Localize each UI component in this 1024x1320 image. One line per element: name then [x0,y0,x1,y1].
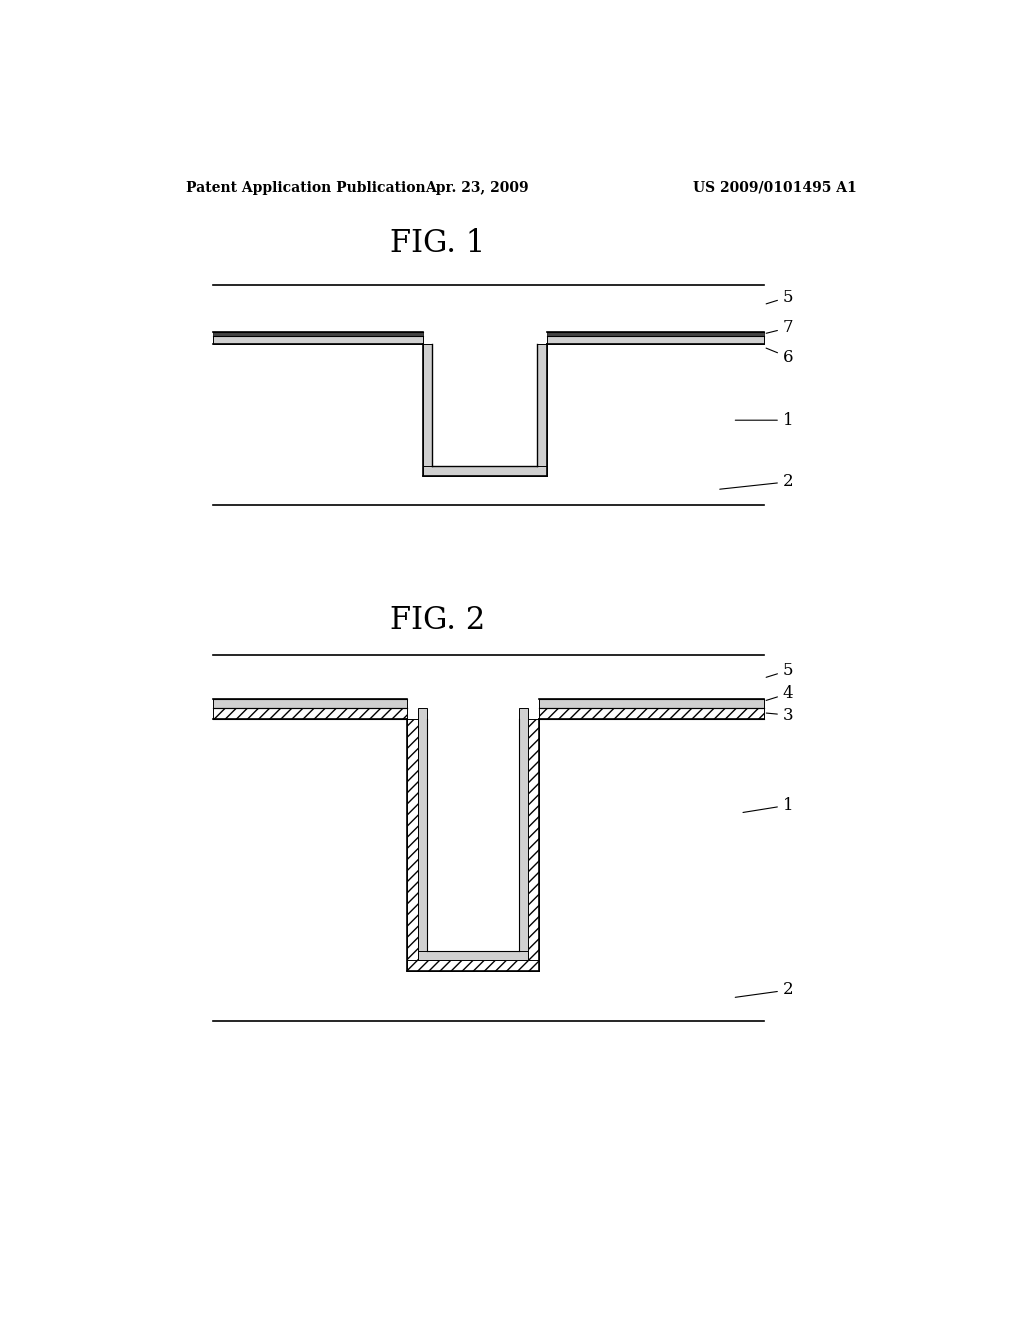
Text: 5: 5 [766,661,794,678]
Bar [432,337,538,466]
Text: US 2009/0101495 A1: US 2009/0101495 A1 [693,181,856,194]
Bar [547,345,764,506]
Bar [213,475,764,506]
Bar [547,331,764,337]
Bar [528,719,539,970]
Bar [539,708,764,719]
Bar [213,655,407,700]
Text: Patent Application Publication: Patent Application Publication [186,181,426,194]
Bar [213,708,407,719]
Text: Apr. 23, 2009: Apr. 23, 2009 [425,181,528,194]
Text: 4: 4 [766,685,794,702]
Bar [213,345,423,506]
Text: FIG. 1: FIG. 1 [390,227,485,259]
Bar [432,345,538,466]
Bar [423,345,432,475]
Bar [418,950,528,960]
Bar [432,345,537,466]
Bar [213,719,407,1020]
Bar [418,708,427,960]
Text: 3: 3 [766,706,794,723]
Bar [518,708,528,960]
Bar [547,337,764,345]
Bar [213,970,764,1020]
Bar [539,719,764,1020]
Bar [213,700,407,708]
Text: 1: 1 [735,412,794,429]
Text: 1: 1 [743,797,794,813]
Bar [539,655,764,700]
Text: FIG. 2: FIG. 2 [390,605,485,636]
Bar [213,337,423,345]
Text: 6: 6 [766,348,794,366]
Bar [407,960,539,970]
Bar [539,700,764,708]
Text: 2: 2 [720,474,794,490]
Bar [213,331,423,337]
Bar [213,285,423,331]
Text: 2: 2 [735,982,794,998]
Text: 5: 5 [766,289,794,305]
Bar [538,345,547,475]
Bar [407,719,418,970]
Bar [423,466,547,475]
Text: 7: 7 [766,319,794,337]
Bar [427,719,518,950]
Bar [547,285,764,331]
